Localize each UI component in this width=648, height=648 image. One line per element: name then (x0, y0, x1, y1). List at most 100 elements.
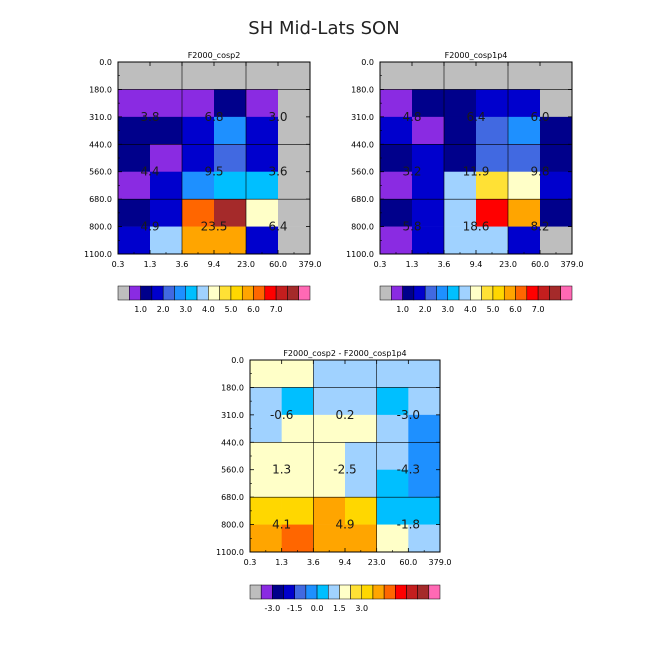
heatmap-cell (182, 62, 215, 90)
heatmap-cell (380, 62, 413, 90)
x-tick-label: 60.0 (531, 260, 549, 269)
bin-value-label: 4.8 (402, 110, 421, 124)
colorbar-label: 4.0 (464, 305, 477, 314)
colorbar-swatch (294, 584, 307, 600)
colorbar-swatch (515, 285, 528, 301)
heatmap-cell (182, 171, 215, 200)
heatmap-cell (246, 89, 279, 118)
colorbar-label: 3.0 (355, 604, 368, 613)
heatmap-cell (182, 199, 215, 227)
heatmap-cell (182, 144, 215, 173)
bin-value-label: -2.5 (333, 463, 356, 477)
colorbar-label: 2.0 (419, 305, 432, 314)
bin-value-label: 6.4 (466, 110, 485, 124)
y-tick-label: 0.0 (99, 58, 112, 67)
colorbar-swatch (264, 285, 277, 301)
heatmap-cell (412, 144, 445, 173)
heatmap-cell (278, 144, 311, 173)
heatmap-cell (412, 199, 445, 227)
heatmap-cell (412, 171, 445, 200)
heatmap-cell (250, 360, 282, 388)
bin-value-label: 4.4 (140, 165, 159, 179)
colorbar-swatch (140, 285, 153, 301)
heatmap-cell (118, 199, 151, 227)
heatmap-cell (540, 89, 573, 118)
bin-value-label: 4.9 (335, 518, 354, 532)
heatmap-cell (376, 497, 409, 525)
colorbar-label: 3.0 (441, 305, 454, 314)
x-tick-label: 3.6 (307, 558, 320, 567)
colorbar-swatch (470, 285, 482, 301)
colorbar-swatch (272, 584, 284, 600)
colorbar-swatch (117, 285, 130, 301)
colorbar-label: 1.5 (333, 604, 346, 613)
x-tick-label: 60.0 (399, 558, 417, 567)
colorbar-label: 0.0 (311, 604, 324, 613)
heatmap-cell (150, 144, 183, 173)
heatmap-cell (246, 199, 279, 227)
bin-value-label: 9.5 (204, 165, 223, 179)
heatmap-cell (380, 199, 413, 227)
bin-value-label: 5.8 (402, 220, 421, 234)
colorbar-label: 1.0 (134, 305, 147, 314)
y-tick-label: 800.0 (89, 223, 112, 232)
heatmap-cell (476, 199, 509, 227)
colorbar-swatch (219, 285, 232, 301)
colorbar-swatch (208, 285, 220, 301)
heatmap-cell (376, 469, 409, 498)
y-tick-label: 560.0 (351, 168, 374, 177)
heatmap-cell (246, 226, 279, 255)
colorbar-label: 5.0 (487, 305, 500, 314)
heatmap-cell (412, 62, 445, 90)
y-tick-label: 310.0 (351, 113, 374, 122)
x-tick-label: 23.0 (237, 260, 255, 269)
heatmap-panel: F2000_cosp1p4 0.3 1.3 3.6 9.4 23.0 60.0 379.0 0.… (346, 51, 583, 314)
heatmap-cell (150, 171, 183, 200)
y-tick-label: 1100.0 (346, 250, 374, 259)
bin-value-label: 1.3 (272, 463, 291, 477)
heatmap-cell (281, 360, 314, 388)
y-tick-label: 180.0 (89, 85, 112, 94)
colorbar-swatch (383, 584, 396, 600)
heatmap-cell (380, 116, 413, 145)
heatmap-cell (412, 89, 445, 118)
colorbar-label: 7.0 (532, 305, 545, 314)
bin-value-label: 23.5 (201, 220, 228, 234)
y-tick-label: 1100.0 (216, 548, 244, 557)
heatmap-cell (380, 171, 413, 200)
colorbar-swatch (316, 584, 329, 600)
panel-title: F2000_cosp2 (188, 51, 241, 60)
heatmap-cell (313, 497, 346, 525)
heatmap-cell (408, 442, 441, 471)
bin-value-label: 11.9 (463, 165, 490, 179)
colorbar-swatch (549, 285, 561, 301)
bin-value-label: -0.6 (270, 408, 293, 422)
heatmap-cell (380, 144, 413, 173)
colorbar-swatch (327, 584, 340, 600)
heatmap-cell (246, 116, 279, 145)
colorbar-swatch (492, 285, 505, 301)
colorbar-label: 1.0 (396, 305, 409, 314)
heatmap-cell (376, 387, 409, 416)
x-tick-label: 0.3 (374, 260, 387, 269)
heatmap-cell (118, 226, 151, 255)
colorbar-swatch (298, 285, 311, 301)
x-tick-label: 1.3 (406, 260, 419, 269)
heatmap-cell (444, 144, 477, 173)
colorbar-swatch (151, 285, 164, 301)
colorbar-swatch (481, 285, 494, 301)
heatmap-cell (214, 62, 247, 90)
heatmap-cell (476, 89, 509, 118)
heatmap-cell (444, 62, 477, 90)
x-tick-label: 3.6 (438, 260, 451, 269)
heatmap-cell (508, 62, 541, 90)
y-tick-label: 310.0 (89, 113, 112, 122)
colorbar-swatch (196, 285, 209, 301)
colorbar-swatch (230, 285, 243, 301)
heatmap-cell (508, 226, 541, 255)
colorbar-label: -3.0 (265, 604, 281, 613)
bin-value-label: 6.0 (530, 110, 549, 124)
colorbar-swatch (350, 584, 363, 600)
colorbar-swatch (339, 584, 351, 600)
colorbar-swatch (305, 584, 318, 600)
